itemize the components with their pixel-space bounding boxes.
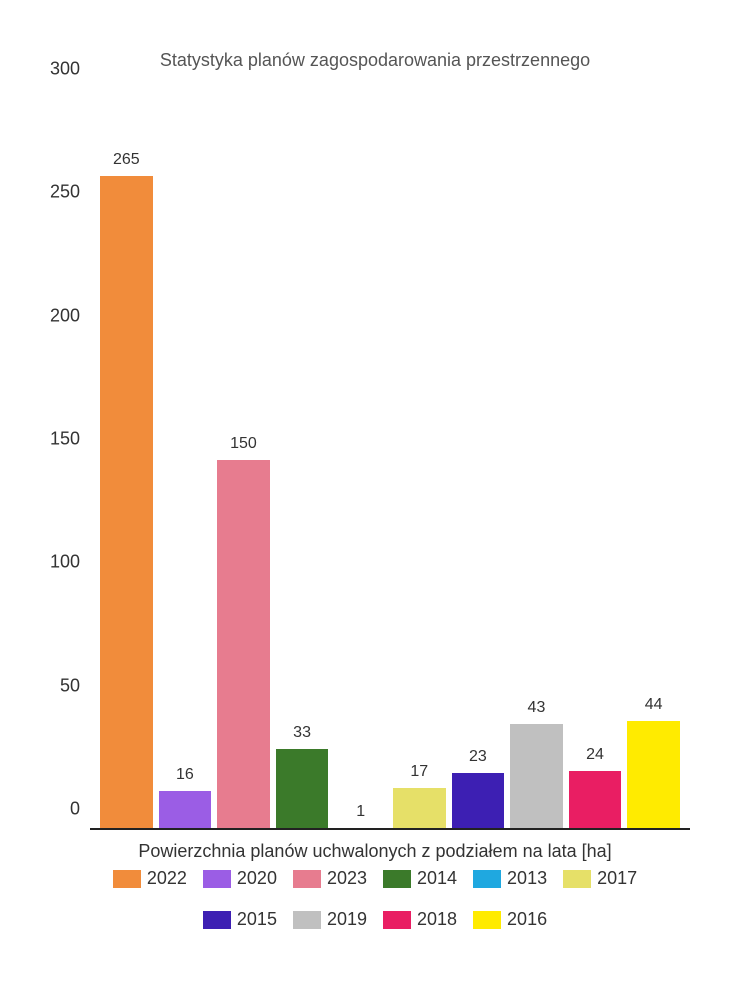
legend-item-2015: 2015 — [203, 909, 277, 930]
legend-item-2017: 2017 — [563, 868, 637, 889]
bar-rect — [217, 460, 270, 830]
bar-value-label: 17 — [402, 760, 436, 784]
legend-label: 2020 — [237, 868, 277, 889]
legend-label: 2015 — [237, 909, 277, 930]
bar-value-label: 43 — [520, 696, 554, 720]
legend-item-2020: 2020 — [203, 868, 277, 889]
legend-swatch — [293, 911, 321, 929]
bars-group: 265 16 150 33 1 17 23 43 24 44 — [90, 90, 690, 830]
legend-swatch — [563, 870, 591, 888]
y-tick-label: 100 — [50, 552, 80, 573]
legend-label: 2017 — [597, 868, 637, 889]
y-axis: 050100150200250300 — [40, 90, 90, 830]
legend-item-2016: 2016 — [473, 909, 547, 930]
bar-value-label: 16 — [168, 763, 202, 787]
y-tick-label: 150 — [50, 429, 80, 450]
chart-container: Statystyka planów zagospodarowania przes… — [0, 0, 750, 1000]
bar-2014: 33 — [276, 90, 329, 830]
bar-rect — [276, 749, 329, 830]
x-axis-line — [90, 828, 690, 830]
legend-label: 2016 — [507, 909, 547, 930]
bar-rect — [393, 788, 446, 830]
legend-label: 2023 — [327, 868, 367, 889]
legend-label: 2022 — [147, 868, 187, 889]
bar-rect — [569, 771, 622, 830]
bar-2023: 150 — [217, 90, 270, 830]
bar-value-label: 1 — [348, 800, 373, 824]
legend-item-2023: 2023 — [293, 868, 367, 889]
bar-2015: 23 — [452, 90, 505, 830]
legend-swatch — [473, 911, 501, 929]
legend-swatch — [113, 870, 141, 888]
bar-rect — [159, 791, 212, 830]
bar-2017: 17 — [393, 90, 446, 830]
bar-value-label: 265 — [105, 148, 148, 172]
bar-2020: 16 — [159, 90, 212, 830]
legend-item-2022: 2022 — [113, 868, 187, 889]
y-tick-label: 250 — [50, 182, 80, 203]
legend-item-2019: 2019 — [293, 909, 367, 930]
legend-item-2014: 2014 — [383, 868, 457, 889]
y-tick-label: 200 — [50, 305, 80, 326]
plot-area: 265 16 150 33 1 17 23 43 24 44 — [90, 90, 690, 830]
legend: 2022 2020 2023 2014 2013 2017 2015 2019 2018 2016 — [0, 868, 750, 940]
bar-2018: 24 — [569, 90, 622, 830]
legend-swatch — [203, 911, 231, 929]
legend-item-2013: 2013 — [473, 868, 547, 889]
bar-value-label: 44 — [637, 693, 671, 717]
legend-swatch — [473, 870, 501, 888]
y-tick-label: 0 — [70, 799, 80, 820]
bar-2016: 44 — [627, 90, 680, 830]
legend-label: 2019 — [327, 909, 367, 930]
bar-rect — [452, 773, 505, 830]
bar-rect — [627, 721, 680, 830]
bar-value-label: 24 — [578, 743, 612, 767]
legend-item-2018: 2018 — [383, 909, 457, 930]
bar-2013: 1 — [334, 90, 387, 830]
x-axis-label: Powierzchnia planów uchwalonych z podzia… — [0, 841, 750, 862]
y-tick-label: 300 — [50, 59, 80, 80]
bar-2019: 43 — [510, 90, 563, 830]
bar-rect — [100, 176, 153, 830]
legend-swatch — [383, 911, 411, 929]
legend-swatch — [293, 870, 321, 888]
bar-value-label: 150 — [222, 432, 265, 456]
legend-label: 2018 — [417, 909, 457, 930]
bar-value-label: 23 — [461, 745, 495, 769]
y-tick-label: 50 — [60, 675, 80, 696]
bar-2022: 265 — [100, 90, 153, 830]
bar-rect — [510, 724, 563, 830]
legend-label: 2013 — [507, 868, 547, 889]
bar-value-label: 33 — [285, 721, 319, 745]
legend-swatch — [383, 870, 411, 888]
chart-title: Statystyka planów zagospodarowania przes… — [0, 50, 750, 71]
legend-swatch — [203, 870, 231, 888]
legend-label: 2014 — [417, 868, 457, 889]
